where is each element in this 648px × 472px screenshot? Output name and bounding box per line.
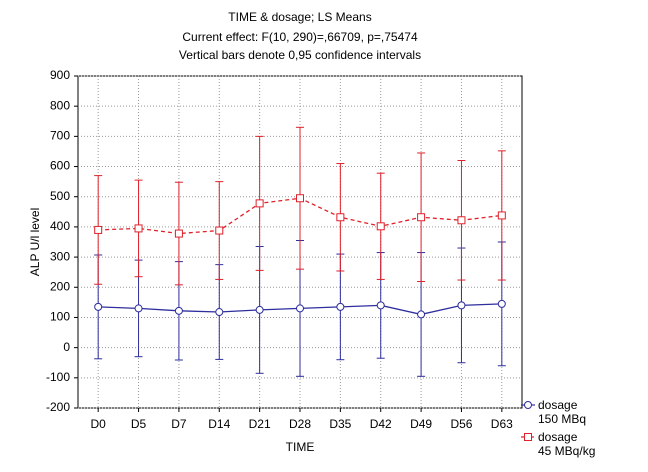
y-tick-label: -200	[46, 400, 70, 414]
marker	[457, 216, 466, 225]
marker	[134, 224, 143, 233]
x-tick-label: D63	[491, 417, 513, 431]
marker	[417, 310, 426, 319]
x-tick-label: D35	[329, 417, 351, 431]
x-tick-label: D5	[131, 417, 147, 431]
x-tick-label: D56	[450, 417, 472, 431]
marker	[336, 302, 345, 311]
legend-entry: dosage 45 MBq/kg	[538, 430, 596, 458]
y-tick-label: 600	[50, 159, 70, 173]
y-tick-label: -100	[46, 370, 70, 384]
legend-entry: dosage 150 MBq	[538, 398, 587, 426]
marker	[255, 305, 264, 314]
y-tick-label: 800	[50, 98, 70, 112]
marker	[524, 401, 532, 409]
x-tick-label: D49	[410, 417, 432, 431]
y-tick-label: 300	[50, 249, 70, 263]
x-tick-label: D7	[171, 417, 187, 431]
marker	[376, 222, 385, 231]
x-tick-label: D42	[370, 417, 392, 431]
x-axis-label: TIME	[286, 440, 315, 454]
y-tick-label: 700	[50, 129, 70, 143]
marker	[524, 433, 532, 441]
y-axis-label: ALP U/l level	[28, 208, 42, 276]
chart-subtitle: Current effect: F(10, 290)=,66709, p=,75…	[182, 30, 418, 44]
marker	[94, 302, 103, 311]
marker	[497, 299, 506, 308]
x-tick-label: D28	[289, 417, 311, 431]
y-tick-label: 100	[50, 310, 70, 324]
marker	[215, 226, 224, 235]
marker	[134, 304, 143, 313]
marker	[336, 213, 345, 222]
marker	[417, 213, 426, 222]
marker	[296, 194, 304, 203]
y-tick-label: 0	[63, 340, 70, 354]
marker	[255, 199, 264, 208]
marker	[497, 211, 506, 220]
marker	[376, 301, 385, 310]
y-tick-label: 900	[50, 68, 70, 82]
marker	[174, 306, 183, 315]
x-tick-label: D14	[208, 417, 230, 431]
marker	[457, 301, 466, 310]
marker	[296, 304, 304, 313]
x-tick-label: D21	[249, 417, 271, 431]
y-tick-label: 400	[50, 219, 70, 233]
marker	[215, 308, 224, 317]
marker	[94, 225, 103, 234]
marker	[174, 229, 183, 238]
chart-title: TIME & dosage; LS Means	[228, 10, 371, 24]
y-tick-label: 200	[50, 279, 70, 293]
chart-subtitle: Vertical bars denote 0,95 confidence int…	[179, 48, 421, 62]
x-tick-label: D0	[91, 417, 107, 431]
y-tick-label: 500	[50, 189, 70, 203]
